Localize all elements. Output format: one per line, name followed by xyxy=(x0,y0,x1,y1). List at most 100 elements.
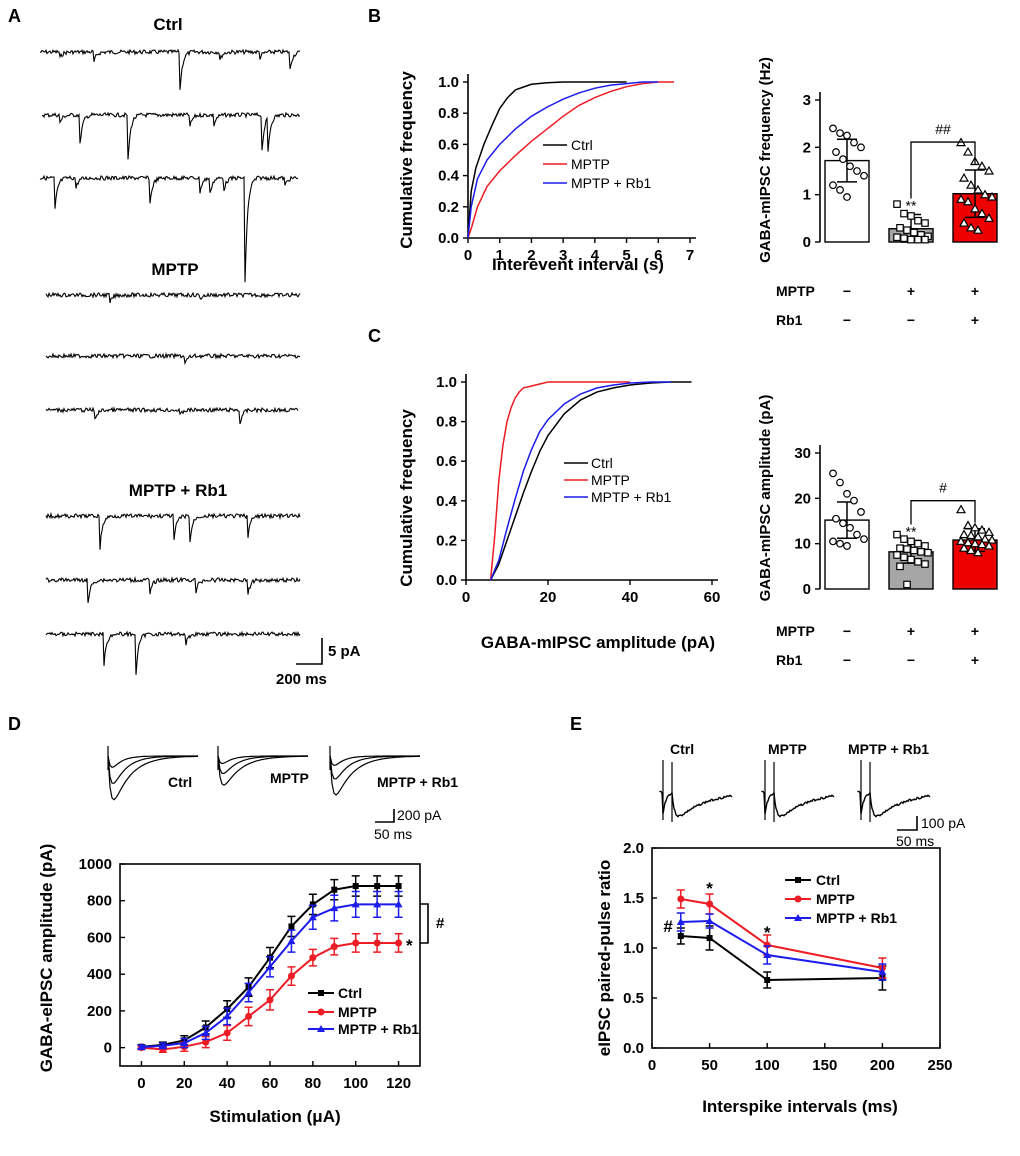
y-tick-label: 0.4 xyxy=(436,493,458,510)
data-point xyxy=(900,234,908,243)
x-tick-label: 20 xyxy=(176,1075,193,1092)
data-point xyxy=(907,235,915,244)
row-sign: − xyxy=(843,623,851,639)
y-tick-label: 1.5 xyxy=(623,890,644,907)
y-tick-label: 200 xyxy=(87,1003,112,1020)
data-point xyxy=(878,968,887,975)
row-sign: + xyxy=(971,623,979,639)
data-point xyxy=(903,580,911,589)
cdf-line-ctrl xyxy=(489,381,692,581)
y-tick-label: 1.0 xyxy=(623,940,644,957)
y-tick-label: 1.0 xyxy=(436,374,457,391)
data-point xyxy=(846,162,854,171)
data-point xyxy=(893,233,901,242)
legend-marker-ctrl xyxy=(795,877,801,883)
data-point xyxy=(352,883,359,890)
data-point xyxy=(223,1029,231,1037)
inset-scale-y-label: 100 pA xyxy=(921,815,966,831)
data-point xyxy=(857,143,865,152)
inset-scale-bar xyxy=(375,809,395,823)
row-sign: − xyxy=(843,312,851,328)
data-point xyxy=(976,161,988,170)
data-point xyxy=(896,562,904,571)
data-point xyxy=(921,219,929,227)
row-sign: + xyxy=(907,623,915,639)
data-point xyxy=(287,972,295,980)
data-point xyxy=(677,895,685,903)
data-point xyxy=(969,538,981,548)
data-point xyxy=(843,193,851,201)
row-sign: − xyxy=(907,312,915,328)
data-point xyxy=(373,939,381,947)
data-point xyxy=(846,523,854,532)
data-point xyxy=(962,196,974,206)
cdf-chart-amplitude: Cumulative frequency GABA-mIPSC amplitud… xyxy=(397,374,720,652)
row-label-mptp: MPTP xyxy=(776,623,815,639)
legend-label-rb1: MPTP + Rb1 xyxy=(591,489,671,505)
legend-marker-rb1 xyxy=(794,914,802,921)
legend-marker-mptp xyxy=(794,895,802,903)
data-point xyxy=(180,1039,189,1047)
data-point xyxy=(832,514,840,523)
trace-3 xyxy=(39,174,299,283)
comparison-bracket xyxy=(910,141,976,199)
data-point xyxy=(839,155,847,164)
data-point xyxy=(965,530,977,540)
y-tick-label: 1.0 xyxy=(438,74,459,91)
inset-trace xyxy=(217,755,309,786)
x-tick-label: 60 xyxy=(704,589,721,606)
data-point xyxy=(676,918,685,925)
data-point xyxy=(900,553,908,562)
data-point xyxy=(266,996,274,1004)
data-point xyxy=(986,534,998,544)
inset-label-ctrl: Ctrl xyxy=(168,774,192,790)
data-point xyxy=(903,226,911,234)
comparison-label: # xyxy=(939,480,947,496)
data-point xyxy=(907,212,915,220)
data-point xyxy=(921,235,929,244)
legend-label-mptp: MPTP xyxy=(338,1004,377,1020)
trace-9 xyxy=(45,630,301,675)
legend-label-ctrl: Ctrl xyxy=(591,455,613,471)
y-tick-label: 800 xyxy=(87,893,112,910)
inset-trace xyxy=(329,755,420,780)
inset-trace xyxy=(761,790,835,818)
y-axis-label: GABA-eIPSC amplitude (pA) xyxy=(37,844,56,1073)
y-tick-label: 3 xyxy=(803,92,811,109)
data-point xyxy=(853,530,861,539)
data-point xyxy=(836,478,844,487)
group-title-mptp: MPTP xyxy=(151,260,198,279)
group-title-mptp-rb1: MPTP + Rb1 xyxy=(129,481,227,500)
inset-trace xyxy=(107,755,199,784)
data-point xyxy=(266,962,274,970)
ppr-insets: Ctrl MPTP MPTP + Rb1 100 pA 50 ms xyxy=(659,741,966,849)
x-tick-label: 150 xyxy=(812,1057,837,1074)
data-point xyxy=(914,235,922,244)
data-point xyxy=(910,546,918,555)
cdf-line-mptp xyxy=(489,381,630,581)
inset-trace xyxy=(659,790,733,818)
data-point xyxy=(202,1038,210,1046)
x-tick-label: 4 xyxy=(591,247,600,264)
y-tick-label: 2.0 xyxy=(623,840,644,857)
data-point xyxy=(288,923,295,930)
data-point xyxy=(351,900,360,908)
data-point xyxy=(287,937,296,945)
legend-label-rb1: MPTP + Rb1 xyxy=(338,1021,419,1037)
x-tick-label: 3 xyxy=(559,247,567,264)
trace-8 xyxy=(45,575,301,603)
data-point xyxy=(962,146,974,156)
data-point xyxy=(893,551,901,559)
x-axis-label: Interevent interval (s) xyxy=(492,255,664,274)
y-tick-label: 0.2 xyxy=(436,532,457,549)
data-point xyxy=(244,988,253,996)
data-point xyxy=(857,508,865,516)
x-tick-label: 100 xyxy=(755,1057,780,1074)
inset-label-mptp: MPTP xyxy=(270,770,309,786)
data-point xyxy=(331,886,338,893)
y-tick-label: 1000 xyxy=(79,856,112,873)
row-sign: + xyxy=(971,312,979,328)
data-point xyxy=(158,1041,167,1049)
series-line-mptp xyxy=(680,898,883,969)
